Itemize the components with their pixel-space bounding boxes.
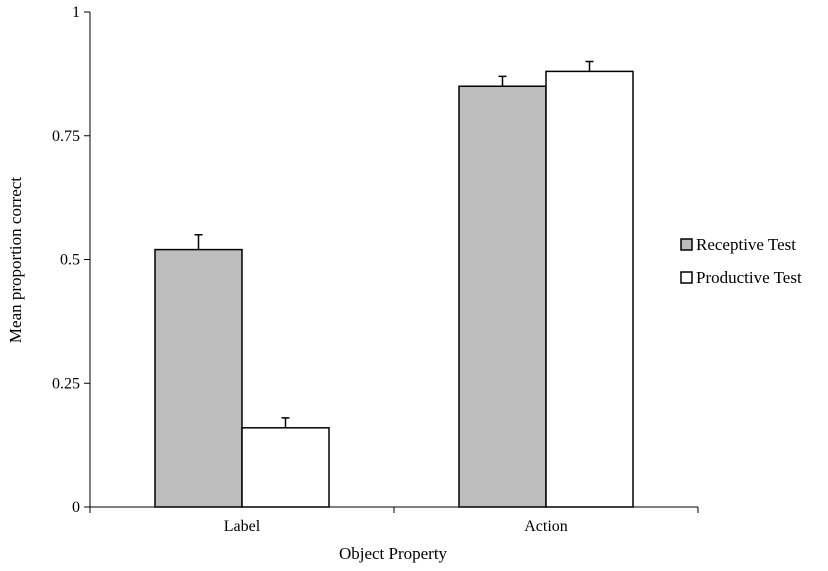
- x-tick-label: Label: [224, 518, 261, 535]
- y-tick-label: 0.75: [52, 128, 80, 145]
- bar: [545, 70, 634, 508]
- legend-swatch: [680, 238, 693, 251]
- y-tick-label: 1: [72, 4, 80, 21]
- legend-label: Productive Test: [696, 268, 802, 287]
- y-tick-label: 0.25: [52, 375, 80, 392]
- legend-swatch: [680, 271, 693, 284]
- legend: Receptive Test Productive Test: [680, 235, 802, 287]
- x-tick-label: Action: [524, 518, 568, 535]
- y-tick-label: 0.5: [60, 252, 80, 269]
- x-axis-label: Object Property: [339, 544, 448, 563]
- bar: [154, 248, 243, 508]
- x-ticks: Label Action: [89, 507, 699, 535]
- legend-label: Receptive Test: [696, 235, 796, 254]
- bar: [458, 85, 547, 508]
- y-ticks: 0 0.25 0.5 0.75 1: [52, 4, 90, 516]
- bars-layer: [154, 60, 634, 508]
- y-tick-label: 0: [72, 499, 80, 516]
- y-axis-label: Mean proportion correct: [6, 177, 25, 343]
- bar: [241, 427, 330, 508]
